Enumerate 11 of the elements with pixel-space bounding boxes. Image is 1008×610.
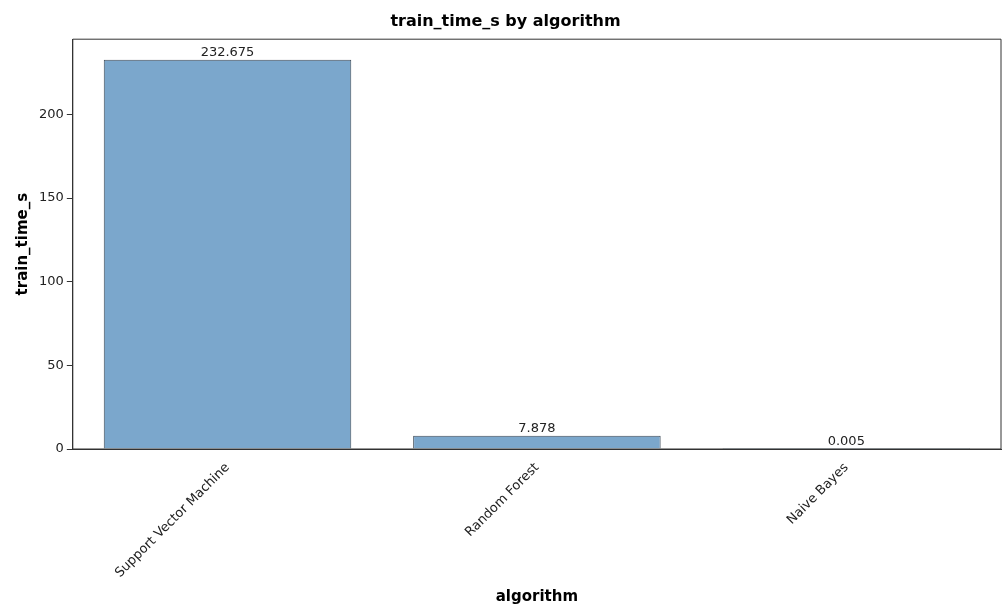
y-tick-label: 50 xyxy=(47,356,64,372)
x-axis-title: algorithm xyxy=(495,586,579,605)
y-tick-label: 0 xyxy=(55,440,64,456)
y-tick-label: 100 xyxy=(38,273,64,289)
y-axis-title: train_time_s xyxy=(12,192,31,296)
chart-title: train_time_s by algorithm xyxy=(390,10,621,30)
data-label: 232.675 xyxy=(200,43,255,59)
y-tick-label: 150 xyxy=(38,189,64,205)
y-tick-label: 200 xyxy=(38,105,64,121)
data-label: 7.878 xyxy=(518,419,556,435)
data-label: 0.005 xyxy=(827,432,865,448)
